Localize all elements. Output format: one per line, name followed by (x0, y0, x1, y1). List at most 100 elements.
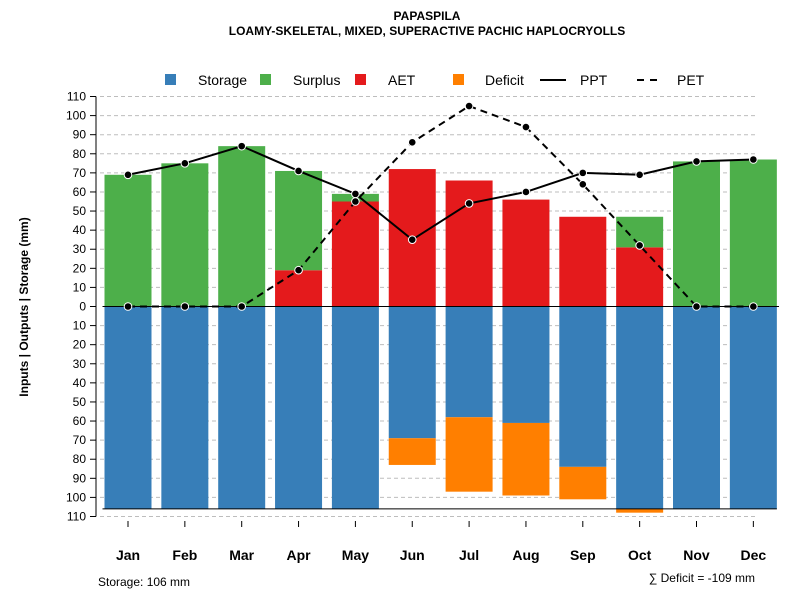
ppt-point (692, 157, 701, 166)
y-tick-label: 50 (73, 204, 87, 218)
x-tick-label: Nov (683, 547, 710, 563)
legend-swatch-deficit (453, 74, 464, 85)
surplus-bar (161, 163, 209, 307)
y-tick-label: 30 (73, 242, 87, 256)
x-tick-label: Sep (570, 547, 596, 563)
y-tick-label: 10 (73, 319, 87, 333)
ppt-point (351, 189, 360, 199)
legend-label-deficit: Deficit (485, 72, 524, 88)
surplus-bar (673, 161, 720, 307)
storage-bar (104, 306, 152, 509)
pet-point (294, 265, 303, 275)
ppt-point (123, 170, 133, 180)
y-tick-label: 10 (73, 280, 87, 294)
y-tick-label: 40 (73, 376, 87, 390)
legend-label-ppt: PPT (580, 72, 608, 88)
ppt-point (407, 235, 417, 244)
pet-point (464, 101, 474, 111)
surplus-bar (729, 159, 777, 307)
aet-bar (502, 199, 550, 307)
y-tick-label: 60 (73, 185, 87, 199)
deficit-bar (445, 417, 493, 492)
y-tick-label: 50 (73, 395, 87, 409)
y-tick-label: 100 (66, 490, 86, 504)
deficit-bar (616, 508, 664, 513)
x-tick-label: Jun (400, 547, 425, 563)
x-tick-label: Dec (741, 547, 767, 563)
deficit-bar (388, 438, 436, 465)
pet-point (749, 302, 758, 311)
pet-point (351, 197, 360, 206)
ppt-point (464, 199, 474, 208)
axes: 1101009080706050403020100102030405060708… (66, 90, 779, 563)
x-tick-label: May (342, 547, 369, 563)
y-tick-label: 100 (66, 109, 86, 123)
ppt-point (237, 141, 246, 151)
deficit-note: ∑ Deficit = -109 mm (649, 571, 755, 585)
legend-label-aet: AET (388, 72, 416, 88)
storage-bar (331, 306, 379, 509)
x-tick-label: Apr (286, 547, 311, 563)
storage-note: Storage: 106 mm (98, 575, 190, 589)
chart-subtitle: LOAMY-SKELETAL, MIXED, SUPERACTIVE PACHI… (229, 24, 625, 38)
aet-bar (331, 201, 379, 307)
y-tick-label: 80 (73, 147, 87, 161)
storage-bar (445, 306, 493, 418)
x-tick-label: Oct (628, 547, 652, 563)
ppt-point (294, 166, 303, 176)
surplus-bar (275, 170, 323, 271)
ppt-point (578, 168, 588, 178)
y-tick-label: 110 (67, 509, 86, 523)
storage-bar (218, 306, 266, 509)
chart-title: PAPASPILA (394, 9, 461, 23)
storage-bar (502, 306, 550, 423)
lines (123, 101, 758, 311)
y-tick-label: 90 (73, 471, 87, 485)
ppt-point (635, 170, 644, 180)
pet-point (123, 302, 133, 311)
ppt-point (521, 187, 531, 197)
aet-bar (559, 216, 607, 307)
ppt-point (749, 155, 758, 164)
legend-swatch-storage (165, 74, 176, 85)
y-tick-label: 110 (67, 90, 86, 104)
legend-swatch-surplus (260, 74, 271, 85)
pet-line (128, 104, 754, 308)
deficit-bar (559, 466, 607, 500)
deficit-bar (502, 422, 550, 496)
pet-point (578, 180, 588, 189)
pet-point (521, 122, 531, 132)
x-tick-label: Feb (172, 547, 197, 563)
pet-point (635, 241, 644, 250)
storage-bar (161, 306, 209, 509)
y-tick-label: 70 (73, 433, 87, 447)
y-tick-label: 30 (73, 357, 87, 371)
y-tick-label: 0 (79, 300, 86, 314)
legend-swatch-aet (355, 74, 366, 85)
y-tick-label: 80 (73, 452, 87, 466)
pet-point (407, 138, 417, 147)
storage-bar (729, 306, 777, 509)
aet-bar (275, 270, 323, 307)
pet-point (180, 302, 190, 311)
y-tick-label: 60 (73, 414, 87, 428)
y-tick-label: 20 (73, 261, 87, 275)
legend-label-surplus: Surplus (293, 72, 340, 88)
pet-point (692, 302, 701, 311)
x-tick-label: Jul (459, 547, 479, 563)
y-tick-label: 40 (73, 223, 87, 237)
legend: Storage Surplus AET Deficit PPT PET (165, 72, 705, 88)
y-tick-label: 20 (73, 338, 87, 352)
aet-bar (616, 247, 664, 307)
ppt-point (180, 159, 190, 168)
y-axis-label: Inputs | Outputs | Storage (mm) (17, 217, 31, 396)
storage-bar (559, 306, 607, 467)
legend-label-pet: PET (677, 72, 705, 88)
surplus-bar (218, 146, 266, 307)
legend-label-storage: Storage (198, 72, 247, 88)
ppt-line (127, 145, 754, 241)
y-tick-label: 70 (73, 166, 87, 180)
pet-point (237, 302, 246, 311)
surplus-bar (104, 174, 152, 307)
